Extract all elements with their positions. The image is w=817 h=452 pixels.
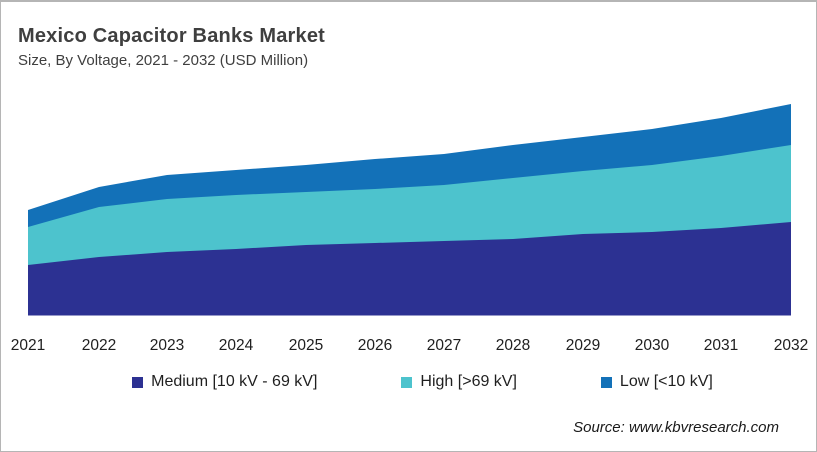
page-title: Mexico Capacitor Banks Market bbox=[18, 25, 326, 47]
low-series-swatch-icon bbox=[600, 376, 612, 388]
source-credit: Source: www.kbvresearch.com bbox=[573, 419, 779, 436]
x-axis-label: 2031 bbox=[704, 337, 738, 354]
page-subtitle: Size, By Voltage, 2021 - 2032 (USD Milli… bbox=[18, 52, 309, 69]
x-axis-label: 2030 bbox=[635, 337, 670, 354]
legend-label-medium: Medium [10 kV - 69 kV] bbox=[151, 373, 318, 390]
legend: Medium [10 kV - 69 kV] High [>69 kV] Low… bbox=[1, 373, 816, 391]
x-axis-label: 2024 bbox=[219, 337, 254, 354]
legend-label-high: High [>69 kV] bbox=[420, 373, 517, 390]
medium-series-swatch-icon bbox=[132, 376, 144, 388]
legend-label-low: Low [<10 kV] bbox=[619, 373, 713, 390]
x-axis-label: 2022 bbox=[82, 337, 116, 354]
x-axis-label: 2028 bbox=[496, 337, 530, 354]
x-axis-label: 2023 bbox=[150, 337, 184, 354]
x-axis-label: 2032 bbox=[774, 337, 808, 354]
x-axis-label: 2021 bbox=[11, 337, 45, 354]
legend-item-low: Low [<10 kV] bbox=[600, 373, 713, 391]
area-medium bbox=[28, 222, 791, 316]
x-axis-label: 2027 bbox=[427, 337, 461, 354]
legend-item-medium: Medium [10 kV - 69 kV] bbox=[132, 373, 317, 391]
x-axis-label: 2025 bbox=[289, 337, 323, 354]
legend-item-high: High [>69 kV] bbox=[401, 373, 517, 391]
x-axis-label: 2026 bbox=[358, 337, 392, 354]
high-series-swatch-icon bbox=[401, 376, 413, 388]
x-axis-label: 2029 bbox=[566, 337, 600, 354]
